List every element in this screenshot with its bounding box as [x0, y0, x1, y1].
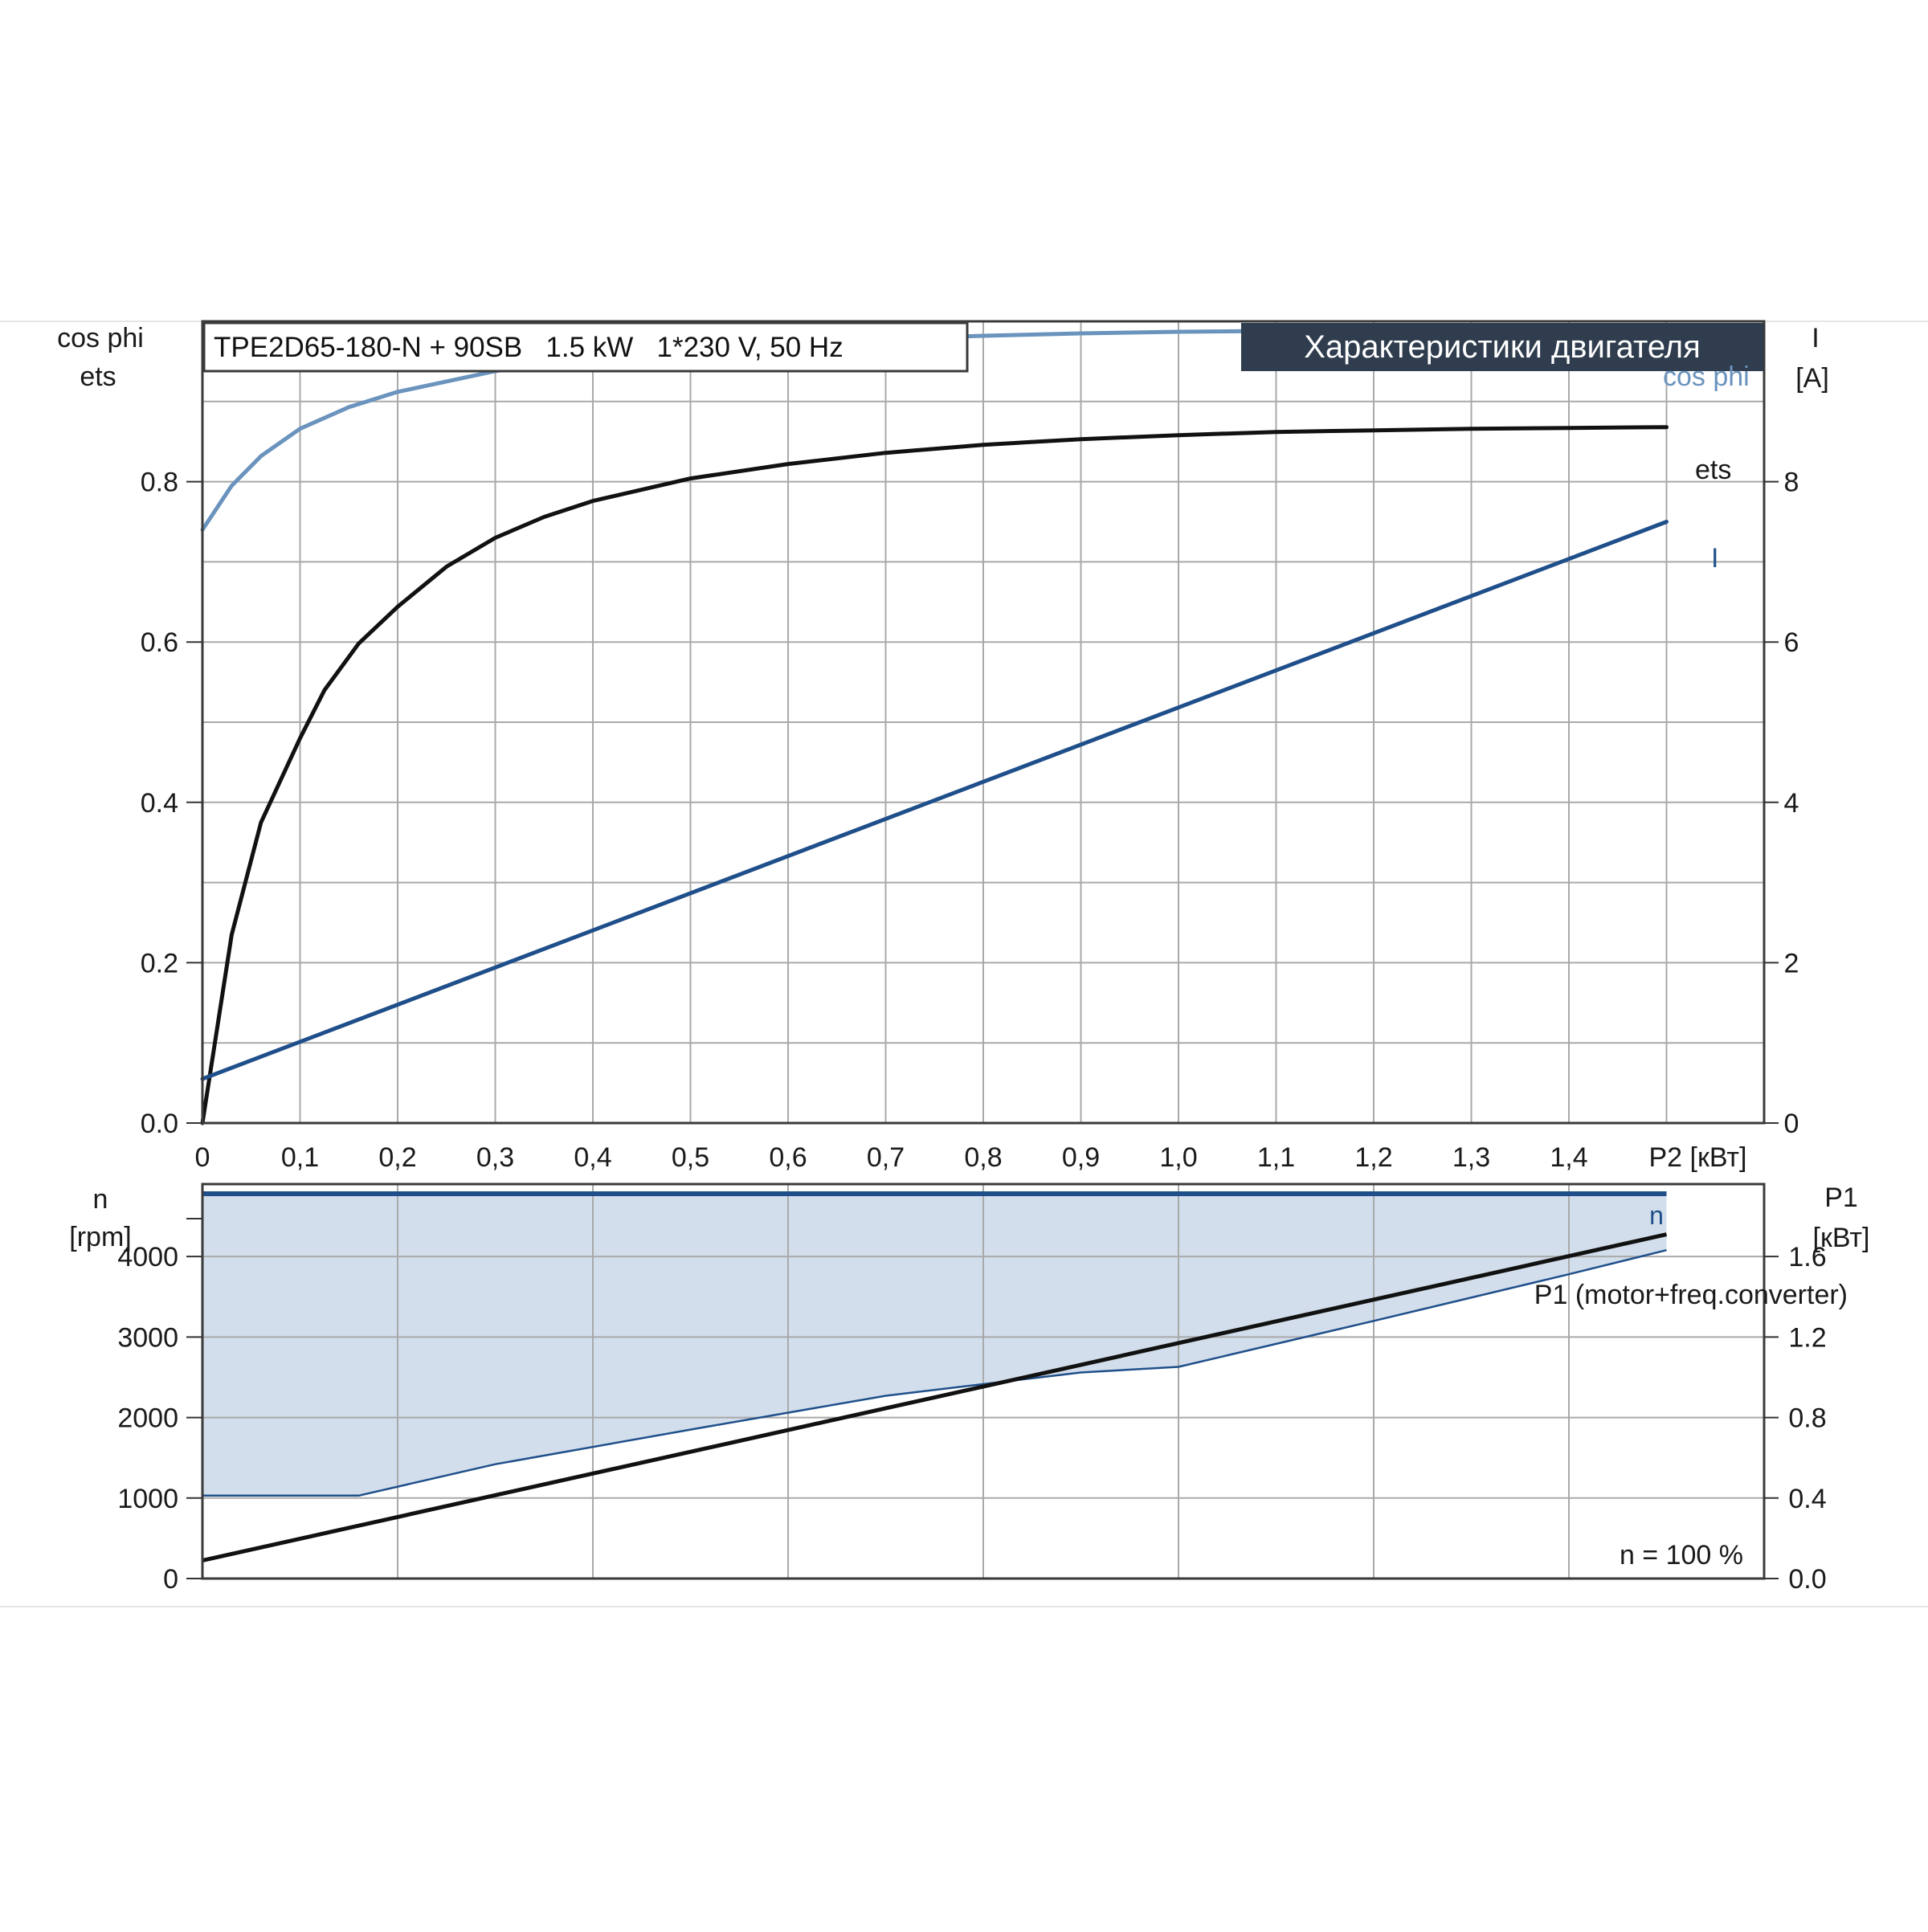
upper-ticks: 0.0 0.2 0.4 0.6 0.8 0 2 4 6 8 0 0,1 0,2 0,3 0,4 0,5 0,6 0…: [141, 468, 1799, 1173]
speed-annotation: n = 100 %: [1620, 1540, 1743, 1571]
series-label-ets: ets: [1695, 455, 1731, 485]
x-tick-label: 0,5: [672, 1142, 709, 1173]
x-tick-label: 0,2: [378, 1142, 416, 1173]
lower-left-tick-label: 0: [163, 1564, 178, 1595]
upper-grid: [202, 321, 1764, 1123]
lower-grid: [202, 1184, 1764, 1579]
lower-right-tick-label: 1.6: [1788, 1242, 1826, 1272]
lower-series-line-p1-motor-freq-converter: [202, 1232, 1668, 1562]
upper-left-tick-label: 0.6: [141, 627, 178, 658]
x-tick-label: 0,4: [574, 1142, 611, 1173]
lower-ticks: 0 1000 2000 3000 4000 0.0 0.4 0.8 1.2 1.6: [117, 1218, 1827, 1595]
x-tick-label: 0,7: [867, 1142, 905, 1173]
speed-range-fill: [202, 1194, 1667, 1496]
lower-left-tick-label: 1000: [117, 1484, 178, 1514]
x-tick-label: 1,2: [1354, 1142, 1392, 1173]
lower-left-tick-label: 4000: [117, 1242, 178, 1272]
lower-speed-range-area: [202, 1194, 1667, 1496]
x-tick-label: 1,0: [1159, 1142, 1197, 1173]
lower-left-axis-label-unit: [rpm]: [69, 1222, 131, 1252]
x-tick-label: 0,8: [964, 1142, 1002, 1173]
title-box: [202, 321, 969, 373]
lower-left-axis-label-n: n: [93, 1184, 108, 1215]
series-line-ets: [200, 425, 1669, 1125]
upper-left-tick-label: 0.0: [141, 1109, 178, 1139]
x-tick-label: 1,3: [1452, 1142, 1490, 1173]
lower-series: [202, 1191, 1668, 1562]
x-tick-label: 1,4: [1550, 1142, 1587, 1173]
left-axis-label-ets: ets: [80, 361, 116, 392]
series-label-cosphi: cos phi: [1663, 361, 1750, 392]
lower-right-tick-label: 0.8: [1788, 1403, 1826, 1434]
lower-left-tick-label: 2000: [117, 1403, 178, 1434]
upper-right-tick-label: 6: [1784, 627, 1799, 658]
lower-right-tick-label: 1.2: [1788, 1322, 1826, 1353]
x-tick-label: 0,9: [1062, 1142, 1100, 1173]
x-tick-label: 0,6: [769, 1142, 807, 1173]
chart-title: TPE2D65-180-N + 90SB 1.5 kW 1*230 V, 50 …: [214, 332, 844, 363]
x-tick-label: 0,3: [476, 1142, 514, 1173]
series-label-current: I: [1711, 543, 1718, 574]
upper-right-tick-label: 0: [1784, 1109, 1799, 1139]
left-axis-label-cosphi: cos phi: [57, 323, 144, 353]
upper-right-tick-label: 8: [1784, 468, 1799, 498]
series-label-n: n: [1649, 1201, 1664, 1230]
upper-series: [200, 327, 1669, 1125]
upper-right-tick-label: 2: [1784, 948, 1799, 978]
series-label-p1: P1 (motor+freq.converter): [1534, 1280, 1848, 1310]
lower-right-tick-label: 0.0: [1788, 1564, 1826, 1595]
x-axis-label: P2 [кВт]: [1649, 1142, 1747, 1173]
x-tick-label: 1,1: [1257, 1142, 1295, 1173]
lower-right-axis-label-unit: [кВт]: [1813, 1223, 1870, 1253]
section-badge-label: Характеристики двигателя: [1304, 329, 1701, 365]
lower-left-tick-label: 3000: [117, 1322, 178, 1353]
lower-plot-frame: [201, 1182, 1766, 1580]
upper-right-tick-label: 4: [1784, 788, 1799, 819]
upper-left-tick-label: 0.4: [141, 788, 178, 819]
section-badge: [1241, 323, 1763, 371]
lower-right-tick-label: 0.4: [1788, 1484, 1826, 1514]
lower-right-axis-label-p1: P1: [1824, 1182, 1858, 1213]
upper-left-tick-label: 0.2: [141, 948, 178, 978]
upper-left-tick-label: 0.8: [141, 468, 178, 498]
x-tick-label: 0: [195, 1142, 210, 1173]
series-line-i: [200, 520, 1669, 1081]
annotation-bg: [1587, 1534, 1747, 1573]
x-tick-label: 0,1: [281, 1142, 319, 1173]
right-axis-label-current: I: [1812, 323, 1819, 353]
upper-plot-frame: [201, 320, 1766, 1125]
right-axis-label-unit: [A]: [1795, 363, 1829, 394]
lower-series-line-n-min: [202, 1248, 1667, 1497]
